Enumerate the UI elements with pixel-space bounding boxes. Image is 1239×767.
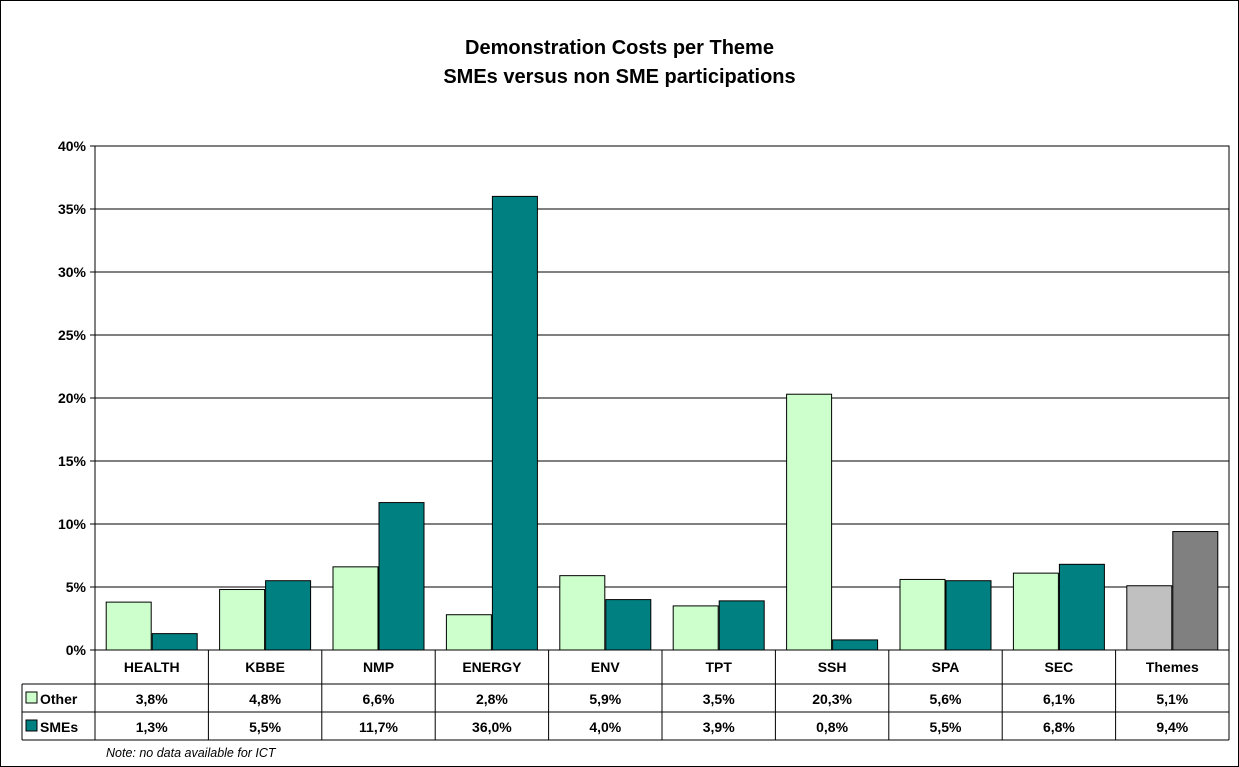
legend-key-other bbox=[25, 691, 38, 704]
bar-smes-spa bbox=[945, 580, 992, 651]
chart-subtitle: SMEs versus non SME participations bbox=[443, 66, 796, 88]
y-tick-label: 30% bbox=[58, 264, 87, 280]
legend-label-smes: SMEs bbox=[40, 719, 78, 735]
bar-smes-ssh bbox=[832, 639, 879, 651]
data-label: 11,7% bbox=[359, 719, 398, 735]
data-label: 5,9% bbox=[589, 691, 621, 707]
chart-title: Demonstration Costs per Theme bbox=[465, 37, 774, 59]
y-tick-label: 15% bbox=[58, 453, 87, 469]
x-tick-label: KBBE bbox=[245, 659, 285, 675]
x-tick-label: Themes bbox=[1146, 659, 1199, 675]
x-tick-label: NMP bbox=[363, 659, 394, 675]
bar-other-health bbox=[105, 601, 152, 651]
bar-other-env bbox=[559, 575, 606, 651]
data-label: 5,5% bbox=[249, 719, 281, 735]
bar-smes-themes bbox=[1172, 531, 1219, 651]
legend-label-other: Other bbox=[40, 691, 78, 707]
y-tick-label: 35% bbox=[58, 201, 87, 217]
data-label: 6,6% bbox=[363, 691, 395, 707]
bar-smes-kbbe bbox=[265, 580, 312, 651]
x-tick-label: HEALTH bbox=[124, 659, 180, 675]
x-tick-label: SSH bbox=[818, 659, 847, 675]
y-tick-label: 0% bbox=[66, 642, 87, 658]
data-label: 6,1% bbox=[1043, 691, 1075, 707]
data-label: 4,8% bbox=[249, 691, 281, 707]
data-label: 36,0% bbox=[472, 719, 512, 735]
bar-smes-nmp bbox=[378, 502, 425, 651]
bar-other-sec bbox=[1012, 572, 1059, 651]
data-label: 3,5% bbox=[703, 691, 735, 707]
x-tick-label: TPT bbox=[705, 659, 732, 675]
x-tick-label: ENERGY bbox=[462, 659, 522, 675]
bar-other-spa bbox=[899, 578, 946, 651]
bar-other-energy bbox=[445, 614, 492, 651]
bar-smes-tpt bbox=[718, 600, 765, 651]
y-tick-label: 25% bbox=[58, 327, 87, 343]
data-label: 5,1% bbox=[1156, 691, 1188, 707]
data-label: 1,3% bbox=[136, 719, 168, 735]
legend-key-smes bbox=[25, 719, 38, 732]
data-label: 3,9% bbox=[703, 719, 735, 735]
x-tick-label: SEC bbox=[1045, 659, 1074, 675]
bar-other-ssh bbox=[786, 393, 833, 651]
bar-other-nmp bbox=[332, 566, 379, 651]
y-tick-label: 20% bbox=[58, 390, 87, 406]
bar-smes-health bbox=[151, 633, 198, 651]
data-label: 5,5% bbox=[930, 719, 962, 735]
bar-other-tpt bbox=[672, 605, 719, 651]
data-label: 3,8% bbox=[136, 691, 168, 707]
x-tick-label: SPA bbox=[932, 659, 960, 675]
data-label: 9,4% bbox=[1156, 719, 1188, 735]
bar-other-kbbe bbox=[219, 589, 266, 651]
x-tick-label: ENV bbox=[591, 659, 620, 675]
data-label: 0,8% bbox=[816, 719, 848, 735]
data-label: 20,3% bbox=[812, 691, 852, 707]
data-label: 6,8% bbox=[1043, 719, 1075, 735]
y-tick-label: 40% bbox=[58, 138, 87, 154]
bar-other-themes bbox=[1126, 585, 1173, 651]
bar-smes-env bbox=[605, 599, 652, 651]
bar-smes-sec bbox=[1058, 563, 1105, 651]
data-label: 2,8% bbox=[476, 691, 508, 707]
data-label: 5,6% bbox=[930, 691, 962, 707]
data-label: 4,0% bbox=[589, 719, 621, 735]
y-tick-label: 5% bbox=[66, 579, 87, 595]
chart-note: Note: no data available for ICT bbox=[106, 746, 276, 760]
bar-smes-energy bbox=[491, 195, 538, 651]
y-tick-label: 10% bbox=[58, 516, 87, 532]
